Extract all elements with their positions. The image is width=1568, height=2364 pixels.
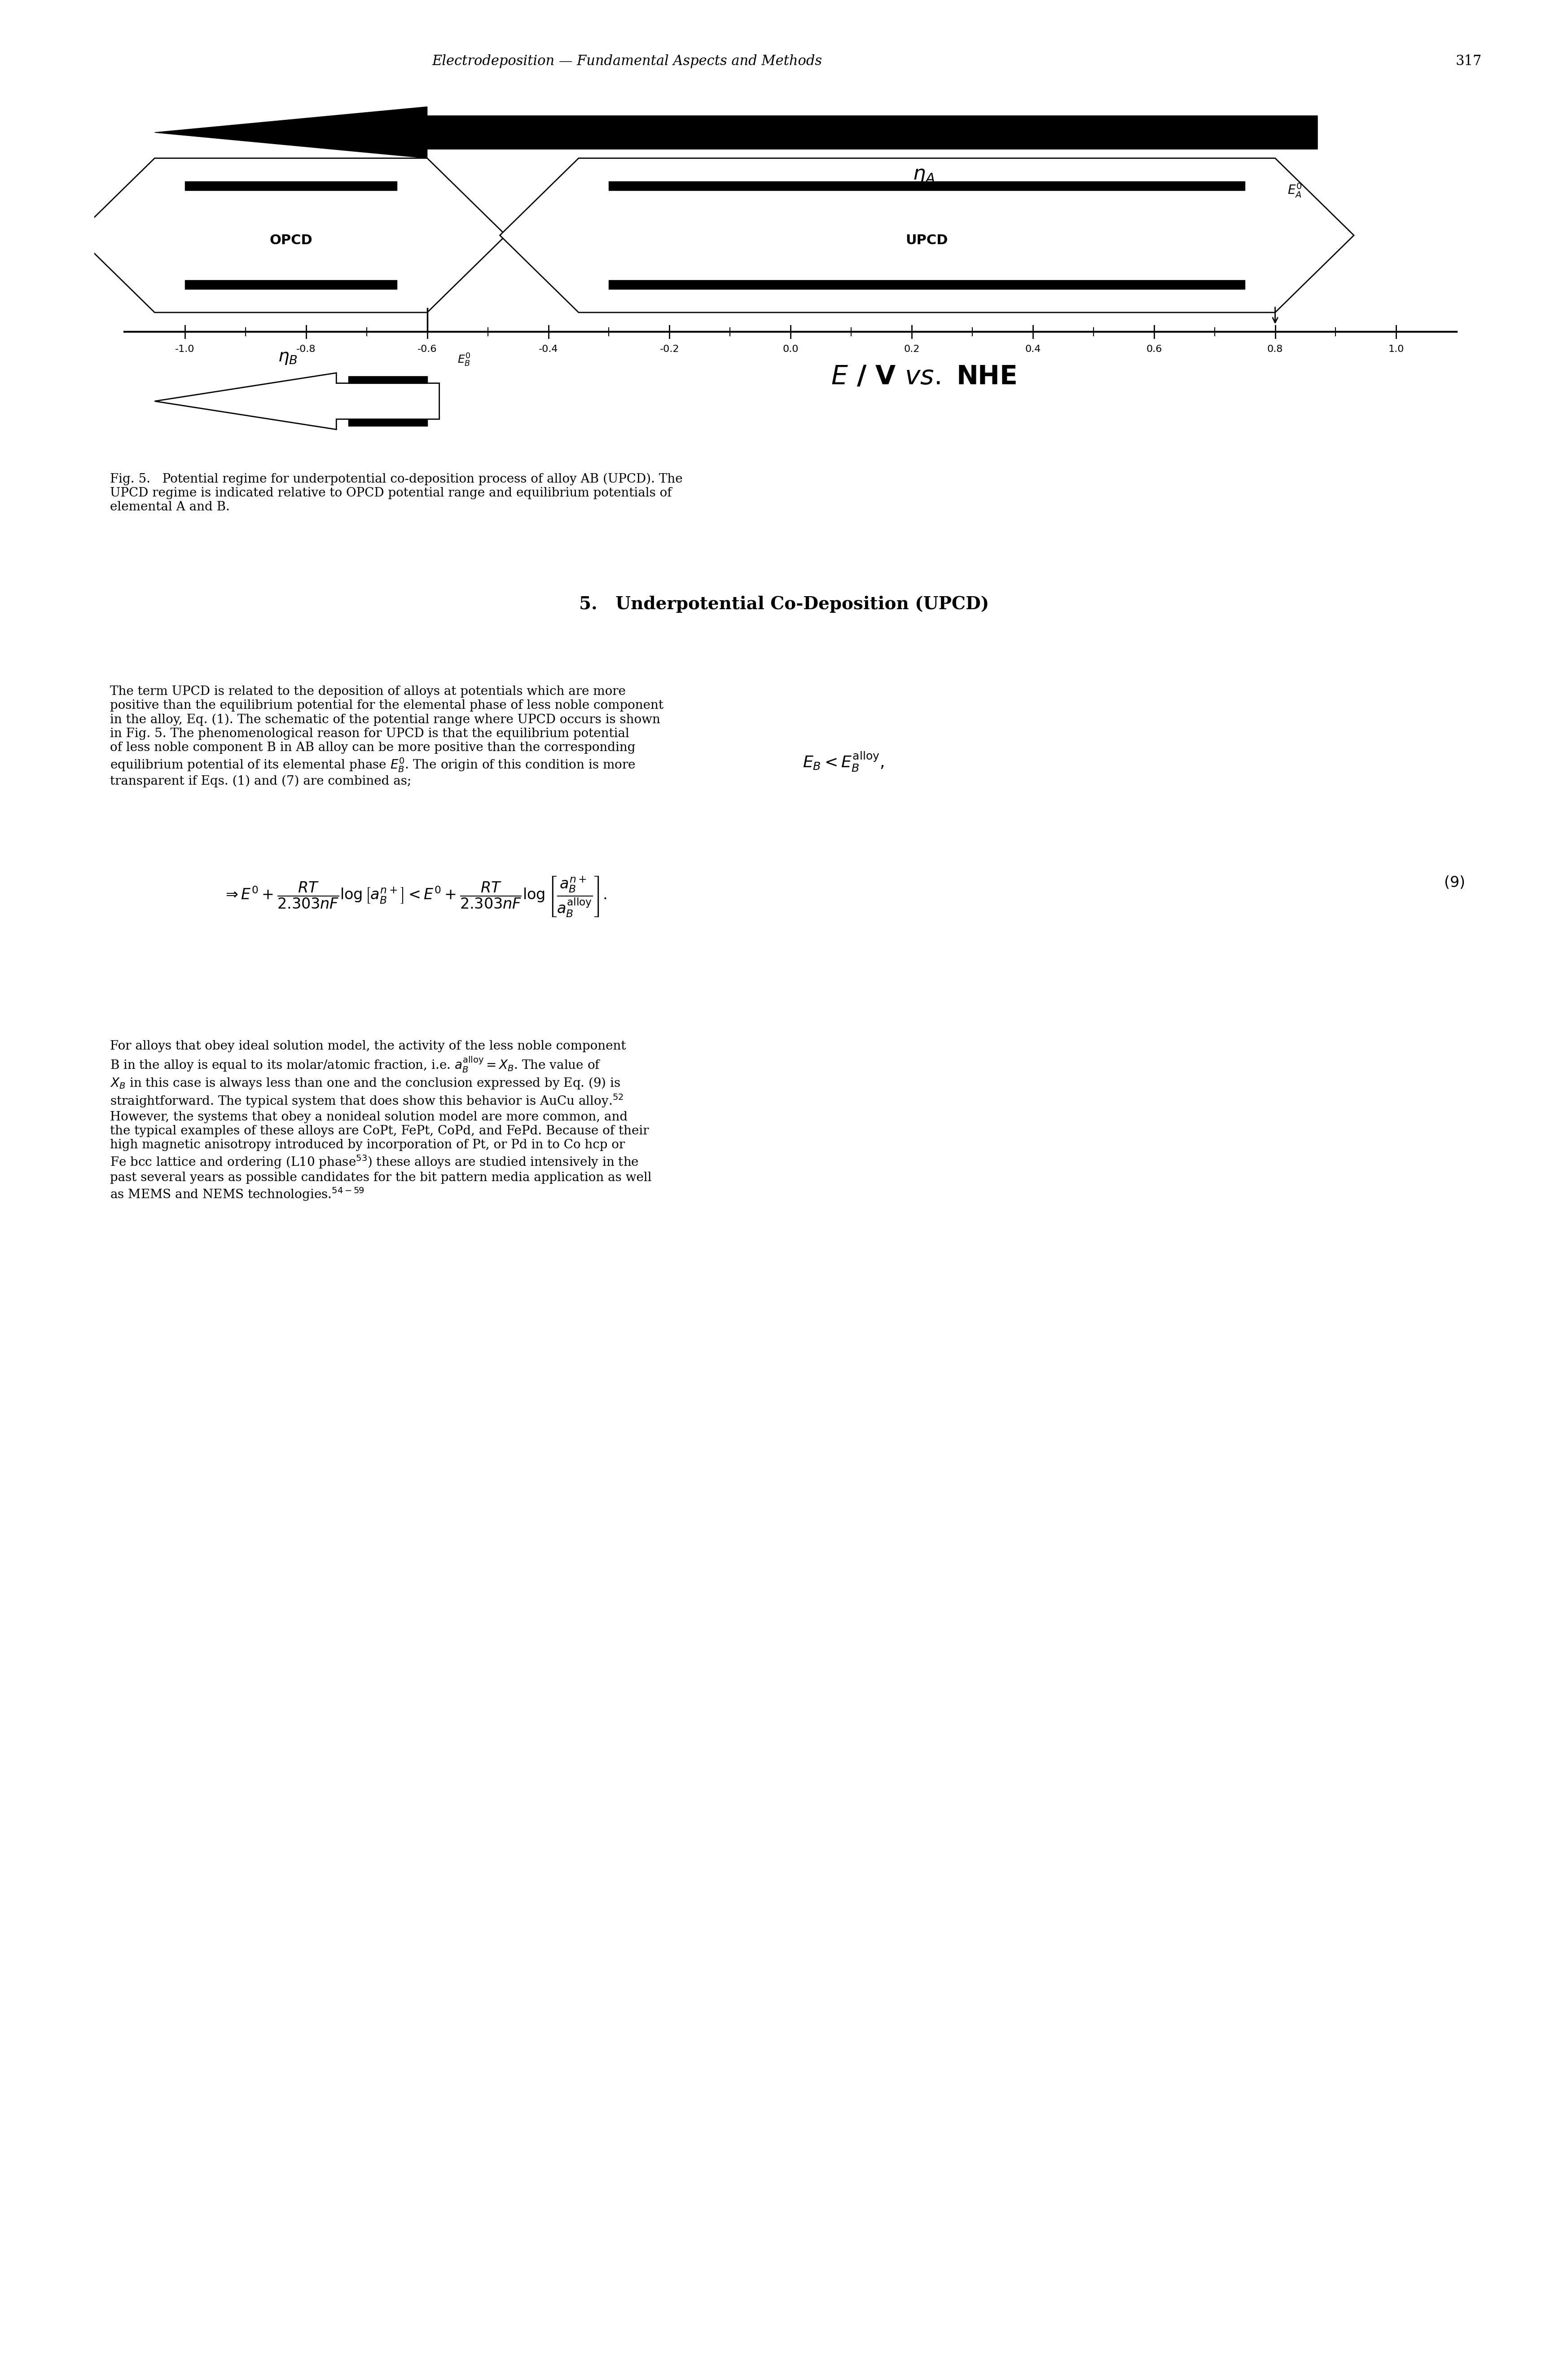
Text: $\mathit{E}_B^0$: $\mathit{E}_B^0$ [458, 352, 470, 369]
Text: 0.2: 0.2 [903, 345, 920, 355]
Text: For alloys that obey ideal solution model, the activity of the less noble compon: For alloys that obey ideal solution mode… [110, 1040, 651, 1203]
Text: $(9)$: $(9)$ [1444, 875, 1465, 891]
Text: $E_B < E_B^{\mathrm{alloy}},$: $E_B < E_B^{\mathrm{alloy}},$ [803, 749, 884, 773]
Text: $\Rightarrow E^0 + \dfrac{RT}{2.303nF}\log\left[a_B^{n+}\right] < E^0 + \dfrac{R: $\Rightarrow E^0 + \dfrac{RT}{2.303nF}\l… [223, 875, 607, 920]
Polygon shape [155, 374, 439, 430]
Text: OPCD: OPCD [270, 234, 312, 246]
Text: Fig. 5.   Potential regime for underpotential co-deposition process of alloy AB : Fig. 5. Potential regime for underpotent… [110, 473, 682, 513]
Text: 0.6: 0.6 [1146, 345, 1162, 355]
Text: The term UPCD is related to the deposition of alloys at potentials which are mor: The term UPCD is related to the depositi… [110, 686, 663, 787]
Text: 317: 317 [1455, 54, 1482, 69]
Text: -1.0: -1.0 [176, 345, 194, 355]
Text: -0.2: -0.2 [660, 345, 679, 355]
Text: Electrodeposition — Fundamental Aspects and Methods: Electrodeposition — Fundamental Aspects … [433, 54, 822, 69]
Text: 5.   Underpotential Co-Deposition (UPCD): 5. Underpotential Co-Deposition (UPCD) [579, 596, 989, 612]
Text: 0.4: 0.4 [1025, 345, 1041, 355]
Text: -0.4: -0.4 [538, 345, 558, 355]
Text: $\mathit{\eta}_B$: $\mathit{\eta}_B$ [278, 350, 298, 366]
Text: -0.8: -0.8 [296, 345, 315, 355]
Text: $\mathit{E}$ / $\mathbf{V}$ $\mathit{vs.}$ $\mathbf{NHE}$: $\mathit{E}$ / $\mathbf{V}$ $\mathit{vs.… [831, 364, 1016, 390]
Text: $\mathit{\eta}_A$: $\mathit{\eta}_A$ [913, 165, 935, 184]
Text: 0.0: 0.0 [782, 345, 798, 355]
Text: 1.0: 1.0 [1388, 345, 1405, 355]
Polygon shape [500, 158, 1353, 312]
Text: -0.6: -0.6 [417, 345, 437, 355]
Polygon shape [75, 158, 506, 312]
Polygon shape [155, 106, 1317, 158]
Text: 0.8: 0.8 [1267, 345, 1283, 355]
Text: $\mathit{E}_A^0$: $\mathit{E}_A^0$ [1287, 182, 1301, 199]
Text: UPCD: UPCD [906, 234, 949, 246]
